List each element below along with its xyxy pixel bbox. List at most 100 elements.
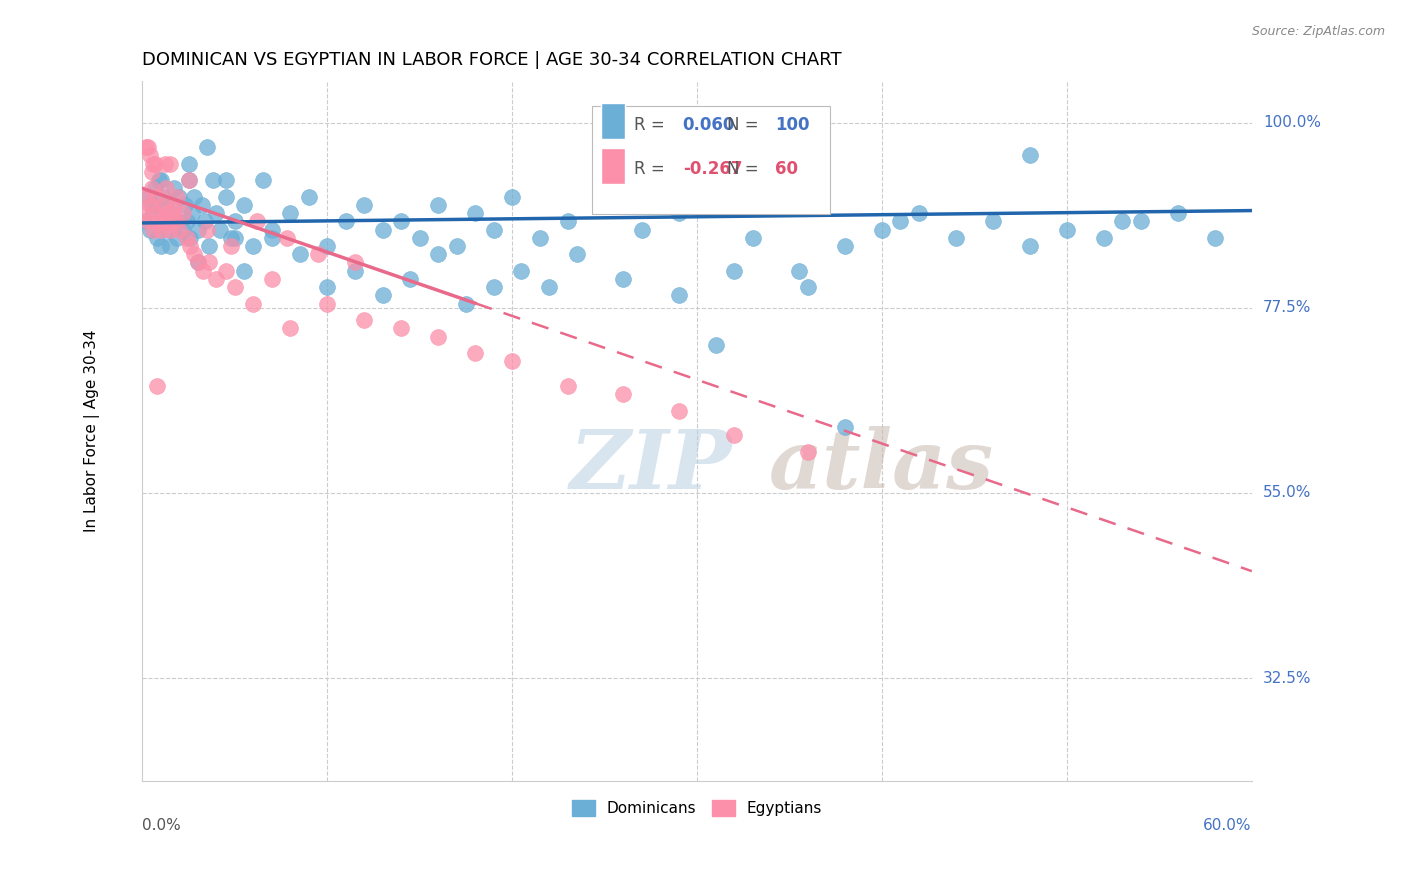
Point <box>173 198 195 212</box>
Point <box>159 222 181 236</box>
Point <box>190 198 212 212</box>
Point <box>668 206 690 220</box>
Point <box>159 156 181 170</box>
Point <box>557 379 579 393</box>
Point <box>135 189 157 203</box>
Point <box>214 263 236 277</box>
Point <box>427 198 450 212</box>
Point <box>219 231 242 245</box>
Point <box>298 189 321 203</box>
Point <box>159 239 181 253</box>
Point <box>177 156 200 170</box>
Point <box>316 280 339 294</box>
Point <box>454 296 477 310</box>
Point <box>205 206 228 220</box>
Point <box>389 321 412 335</box>
Point <box>136 140 159 154</box>
Text: R =: R = <box>634 161 669 178</box>
Point <box>565 247 588 261</box>
Point <box>169 214 191 228</box>
Point <box>135 140 157 154</box>
Text: 77.5%: 77.5% <box>1263 301 1312 315</box>
Text: 0.0%: 0.0% <box>142 818 181 833</box>
Point <box>195 222 218 236</box>
Text: Source: ZipAtlas.com: Source: ZipAtlas.com <box>1251 25 1385 38</box>
Point <box>149 173 172 187</box>
Point <box>177 173 200 187</box>
Point <box>163 198 186 212</box>
Point <box>152 198 174 212</box>
Point <box>149 239 172 253</box>
Point <box>557 214 579 228</box>
Point <box>143 156 166 170</box>
Point <box>169 189 191 203</box>
Point <box>141 198 163 212</box>
Point <box>148 214 170 228</box>
Point <box>194 214 217 228</box>
Point <box>260 231 283 245</box>
Point <box>316 296 339 310</box>
Point <box>153 214 176 228</box>
Point <box>427 247 450 261</box>
Point <box>141 165 163 179</box>
Point <box>260 272 283 286</box>
Point <box>908 206 931 220</box>
Point <box>389 214 412 228</box>
Point <box>371 288 394 302</box>
Point <box>278 321 301 335</box>
Point <box>1019 239 1042 253</box>
Point <box>242 239 264 253</box>
Point <box>193 263 215 277</box>
Point <box>172 206 194 220</box>
Point <box>143 206 166 220</box>
Point <box>1092 231 1115 245</box>
Point <box>169 222 191 236</box>
Text: N =: N = <box>727 161 763 178</box>
Point <box>741 231 763 245</box>
Point <box>343 263 366 277</box>
Point <box>152 189 174 203</box>
Text: atlas: atlas <box>769 426 994 506</box>
Point <box>723 428 745 442</box>
Point <box>160 206 183 220</box>
Point <box>155 198 177 212</box>
Point <box>834 420 856 434</box>
Point <box>183 247 205 261</box>
FancyBboxPatch shape <box>592 106 830 214</box>
Point <box>135 214 157 228</box>
Point <box>136 189 159 203</box>
Point <box>134 206 156 220</box>
Point <box>612 387 634 401</box>
Point <box>399 272 422 286</box>
Point <box>343 255 366 269</box>
Point <box>945 231 967 245</box>
Point <box>195 140 218 154</box>
Point <box>981 214 1004 228</box>
Point <box>183 189 205 203</box>
Point <box>142 206 165 220</box>
Point <box>141 181 163 195</box>
Point <box>288 247 311 261</box>
Point <box>198 239 221 253</box>
Point <box>482 222 505 236</box>
Point <box>889 214 911 228</box>
Point <box>146 189 169 203</box>
Point <box>172 222 194 236</box>
Point <box>136 214 159 228</box>
Point <box>276 231 298 245</box>
Point <box>187 222 209 236</box>
Text: In Labor Force | Age 30-34: In Labor Force | Age 30-34 <box>84 330 100 533</box>
Point <box>149 222 172 236</box>
Point <box>165 214 187 228</box>
Point <box>219 239 242 253</box>
Point <box>146 379 169 393</box>
Point <box>409 231 432 245</box>
Point <box>224 231 246 245</box>
Point <box>198 255 221 269</box>
Text: DOMINICAN VS EGYPTIAN IN LABOR FORCE | AGE 30-34 CORRELATION CHART: DOMINICAN VS EGYPTIAN IN LABOR FORCE | A… <box>142 51 842 69</box>
Point <box>205 272 228 286</box>
Point <box>233 198 256 212</box>
Text: R =: R = <box>634 116 669 135</box>
Point <box>630 222 652 236</box>
Point <box>704 338 727 352</box>
